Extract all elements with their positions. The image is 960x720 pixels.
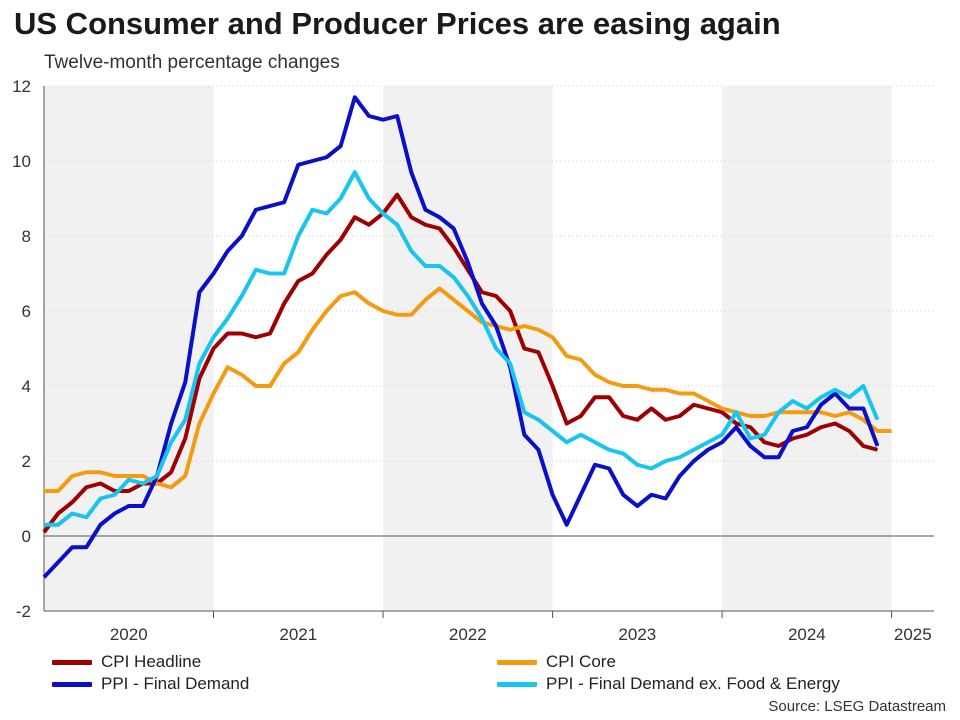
chart-legend: CPI Headline CPI Core PPI - Final Demand… (0, 648, 960, 698)
x-tick-label: 2024 (788, 625, 826, 644)
x-tick-label: 2022 (449, 625, 487, 644)
legend-label-ppi-final-demand: PPI - Final Demand (101, 674, 250, 693)
chart-subtitle: Twelve-month percentage changes (44, 52, 340, 73)
y-tick-label: 2 (22, 452, 31, 471)
year-shading-2024 (722, 86, 892, 611)
legend-label-cpi-headline: CPI Headline (101, 652, 202, 671)
source-note: Source: LSEG Datastream (768, 698, 946, 715)
y-tick-label: -2 (16, 602, 31, 621)
series-line-ppi-final-demand-ex-food-energy (44, 170, 880, 527)
y-tick-label: 4 (22, 377, 31, 396)
y-tick-label: 6 (22, 302, 31, 321)
y-tick-label: 0 (22, 527, 31, 546)
y-tick-label: 12 (12, 77, 31, 96)
legend-swatch-cpi-headline (52, 659, 92, 665)
y-tick-label: 8 (22, 227, 31, 246)
x-tick-label: 2023 (618, 625, 656, 644)
x-tick-label: 2025 (894, 625, 932, 644)
legend-item-ppi-ex-food-energy: PPI - Final Demand ex. Food & Energy (497, 674, 840, 694)
legend-swatch-ppi-final-demand (52, 681, 92, 687)
chart-plot: -2 0 2 4 6 8 10 12 2020 2021 2022 2023 2024 2025 (12, 77, 934, 644)
series-line-ppi-final-demand (42, 95, 880, 579)
legend-item-cpi-headline: CPI Headline (52, 652, 201, 672)
series-line-cpi-core (44, 286, 892, 493)
legend-item-ppi-final-demand: PPI - Final Demand (52, 674, 249, 694)
x-tick-label: 2020 (110, 625, 148, 644)
series-line-cpi-headline (42, 192, 879, 534)
year-shading-2020 (44, 86, 214, 611)
y-tick-label: 10 (12, 152, 31, 171)
legend-label-cpi-core: CPI Core (546, 652, 616, 671)
legend-swatch-ppi-ex-food-energy (497, 681, 537, 687)
legend-swatch-cpi-core (497, 659, 537, 665)
legend-item-cpi-core: CPI Core (497, 652, 616, 672)
x-tick-label: 2021 (279, 625, 317, 644)
chart-title: US Consumer and Producer Prices are easi… (14, 6, 781, 41)
legend-label-ppi-ex-food-energy: PPI - Final Demand ex. Food & Energy (546, 674, 840, 693)
